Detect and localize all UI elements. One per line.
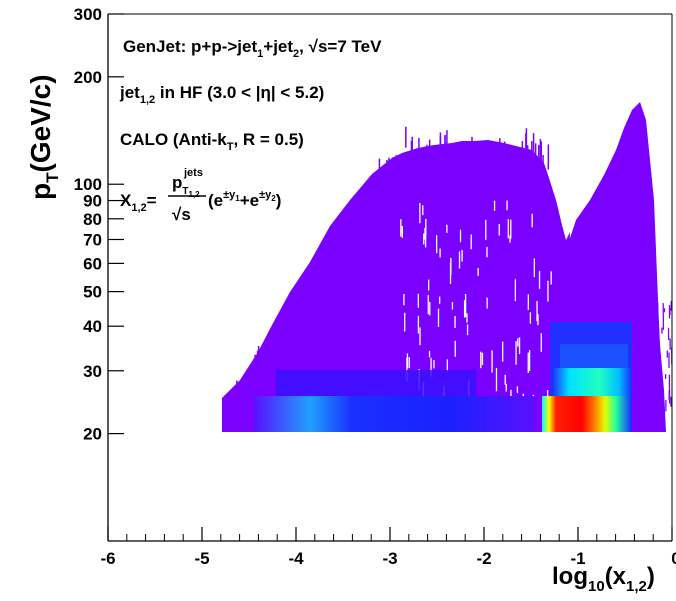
annotation-hf: jet1,2 in HF (3.0 < |η| < 5.2) [119,83,324,106]
y-tick-label: 300 [74,5,102,24]
svg-text:jets: jets [183,167,203,179]
svg-text:pT1,2: pT1,2 [172,173,200,199]
heatmap-core-cyan [554,368,630,396]
y-axis-label: pT(GeV/c) [25,74,62,200]
x-tick-label: -6 [100,549,115,568]
x-tick-label: -5 [194,549,209,568]
x-tick-label: -1 [570,549,585,568]
plot-area [222,102,672,432]
y-tick-label: 40 [83,317,102,336]
svg-text:X1,2=: X1,2= [120,191,157,214]
y-tick-label: 30 [83,362,102,381]
annotation-formula: X1,2= pT1,2 jets √s (e±y1+e±y2) [120,167,281,224]
y-tick-label: 100 [74,175,102,194]
x-tick-label: 0 [671,549,676,568]
annotations: GenJet: p+p->jet1+jet2, √s=7 TeV jet1,2 … [119,37,382,224]
y-tick-label: 80 [83,210,102,229]
y-tick-label: 60 [83,254,102,273]
annotation-genjet: GenJet: p+p->jet1+jet2, √s=7 TeV [123,37,382,60]
heatmap-band-blue-mid [276,370,476,396]
x-axis-ticks: -6 -5 -4 -3 -2 -1 0 [100,527,676,568]
x-tick-label: -2 [476,549,491,568]
y-tick-label: 50 [83,283,102,302]
y-tick-label: 200 [74,68,102,87]
heatmap-core-hot [542,396,630,432]
heatmap-band-blue-low [254,396,534,432]
y-tick-label: 70 [83,230,102,249]
x-tick-label: -3 [382,549,397,568]
x-tick-label: -4 [288,549,304,568]
y-tick-label: 20 [83,425,102,444]
annotation-calo: CALO (Anti-kT, R = 0.5) [120,130,304,153]
svg-text:(e±y1+e±y2): (e±y1+e±y2) [208,189,281,210]
svg-text:√s: √s [172,205,191,224]
x-axis-label: log10(x1,2) [552,563,655,595]
y-tick-label: 90 [83,192,102,211]
heatmap-core-blue [560,344,628,368]
